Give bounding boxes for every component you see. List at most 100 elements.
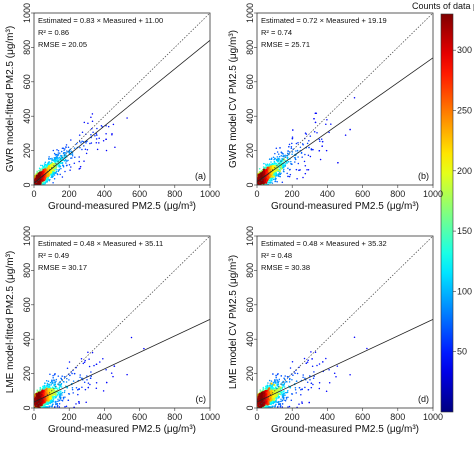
data-point	[112, 123, 115, 126]
data-point	[47, 167, 51, 170]
data-point	[61, 176, 64, 178]
data-point	[92, 131, 94, 134]
data-point	[42, 181, 45, 183]
data-point	[56, 148, 58, 151]
annotation-text: R² = 0.86	[38, 28, 69, 37]
colorbar-tick-label: 300	[457, 45, 472, 55]
data-point	[58, 152, 61, 154]
y-tick-label: 600	[22, 74, 32, 89]
x-tick-label: 400	[97, 189, 112, 199]
data-point	[38, 167, 41, 169]
y-tick-label: 400	[22, 109, 32, 124]
annotation-text: RMSE = 20.05	[38, 40, 87, 49]
data-point	[41, 167, 43, 170]
colorbar-gradient	[440, 13, 454, 413]
data-point	[60, 150, 63, 153]
data-point	[44, 168, 47, 171]
data-point	[81, 148, 83, 151]
data-point	[85, 142, 87, 144]
data-point	[52, 175, 54, 177]
colorbar-tick-label: 150	[457, 226, 472, 236]
data-point	[74, 156, 76, 158]
data-point	[46, 163, 49, 165]
data-point	[53, 152, 56, 155]
data-point	[307, 154, 310, 157]
data-point	[94, 135, 96, 137]
data-point	[50, 163, 54, 167]
data-point	[80, 142, 82, 144]
data-point	[263, 162, 265, 165]
data-point	[280, 172, 282, 175]
data-point	[71, 154, 74, 157]
data-point	[35, 172, 38, 175]
data-point	[79, 167, 81, 170]
data-point	[59, 162, 61, 165]
data-point	[279, 168, 281, 170]
x-tick-label: 600	[132, 189, 147, 199]
data-point	[105, 133, 107, 135]
data-point	[56, 168, 58, 171]
data-point	[85, 152, 88, 155]
data-point	[55, 171, 57, 174]
data-point	[57, 158, 59, 160]
data-point	[75, 143, 78, 145]
panel-b: 0 200 400 600 800 100002004006008001000Ground…	[228, 3, 443, 212]
data-point	[60, 162, 62, 164]
data-point	[44, 163, 47, 166]
data-point	[70, 166, 72, 168]
data-point	[100, 124, 103, 127]
data-point	[67, 159, 69, 162]
data-point	[96, 148, 99, 151]
data-point	[107, 125, 110, 128]
data-point	[95, 142, 98, 144]
data-point	[66, 150, 68, 152]
data-point	[37, 181, 40, 185]
data-point	[111, 132, 113, 135]
data-point	[44, 182, 47, 184]
x-tick-label: 800	[167, 189, 182, 199]
data-point	[71, 153, 74, 155]
data-point	[68, 164, 71, 166]
annotation-text: Estimated = 0.83 × Measured + 11.00	[38, 16, 163, 25]
data-point	[68, 151, 71, 154]
data-point	[60, 154, 62, 157]
data-point	[59, 164, 61, 167]
data-point	[70, 150, 72, 153]
data-point	[37, 174, 40, 178]
panels: 0 200 400 600 800 100002004006008001000Ground…	[5, 3, 443, 435]
data-point	[57, 149, 60, 152]
data-point	[54, 166, 57, 169]
data-point	[48, 156, 50, 158]
x-tick-label: 200	[62, 189, 77, 199]
data-point	[96, 134, 98, 136]
data-point	[48, 161, 50, 164]
data-point	[44, 161, 47, 164]
one-to-one-line	[33, 12, 211, 186]
data-point	[63, 151, 65, 154]
data-point	[79, 146, 81, 149]
data-point	[46, 180, 49, 183]
data-point	[69, 169, 71, 171]
data-point	[102, 139, 105, 142]
data-point	[91, 120, 94, 122]
data-point	[62, 147, 65, 149]
data-point	[67, 146, 70, 148]
data-point	[36, 171, 38, 173]
x-tick-label: 1000	[200, 189, 220, 199]
colorbar-title: Counts of data points	[412, 1, 474, 11]
data-point	[65, 144, 68, 146]
data-point	[48, 179, 50, 181]
data-point	[87, 122, 89, 124]
data-point	[65, 162, 67, 164]
data-point	[89, 142, 91, 145]
data-point	[83, 121, 86, 124]
data-point	[49, 158, 52, 160]
data-point	[45, 164, 48, 167]
data-point	[111, 134, 113, 136]
data-point	[42, 182, 44, 185]
y-tick-label: 800	[22, 40, 32, 55]
data-point	[65, 160, 67, 162]
data-point	[58, 156, 60, 159]
data-point	[50, 161, 53, 164]
data-point	[42, 166, 44, 168]
